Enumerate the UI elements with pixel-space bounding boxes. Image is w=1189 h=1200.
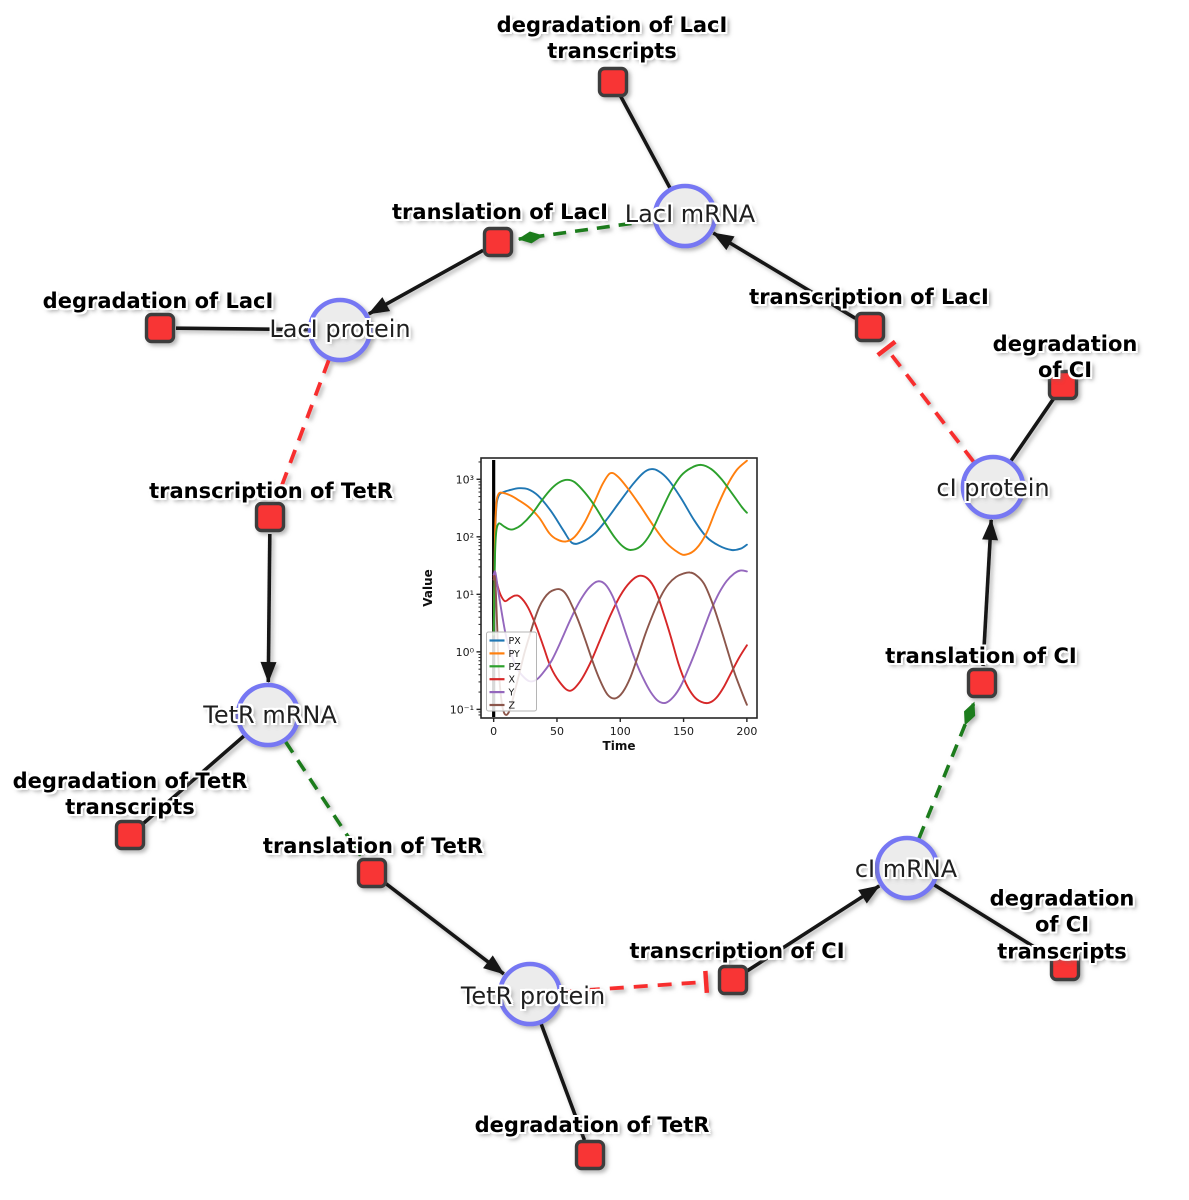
species-node-tetr-protein[interactable] bbox=[497, 961, 563, 1027]
edge-ci-protein-txn-laci[interactable] bbox=[876, 339, 976, 463]
edge-ci-mrna-transl-ci[interactable] bbox=[917, 701, 976, 839]
edge-tetr-protein-deg-tetr[interactable] bbox=[539, 1023, 587, 1141]
edges-layer bbox=[140, 95, 1056, 1141]
edge-transl-tetr-tetr-protein[interactable] bbox=[384, 881, 505, 976]
chart-x-tick-label: 0 bbox=[490, 725, 497, 738]
edge-laci-protein-txn-tetr[interactable] bbox=[268, 359, 331, 498]
edge-txn-ci-ci-mrna[interactable] bbox=[746, 884, 881, 973]
legend-entry-X: X bbox=[509, 675, 516, 686]
reaction-node-deg-ci[interactable] bbox=[1047, 369, 1079, 401]
edge-txn-tetr-tetr-mrna[interactable] bbox=[260, 533, 277, 683]
reaction-node-deg-ci-tx[interactable] bbox=[1049, 950, 1081, 982]
chart-x-tick-label: 150 bbox=[673, 725, 694, 738]
edge-tetr-protein-txn-ci[interactable] bbox=[561, 970, 710, 994]
edge-ci-protein-deg-ci[interactable] bbox=[1009, 397, 1056, 462]
edge-transl-laci-laci-protein[interactable] bbox=[367, 248, 484, 316]
reaction-node-transl-ci[interactable] bbox=[966, 667, 998, 699]
chart-y-tick-label: 10¹ bbox=[456, 588, 474, 601]
diagram-layer bbox=[114, 66, 1081, 1171]
edge-tetr-mrna-deg-tetr-tx[interactable] bbox=[140, 734, 246, 826]
legend-entry-Y: Y bbox=[508, 688, 515, 699]
species-node-laci-mrna[interactable] bbox=[652, 183, 718, 249]
species-node-tetr-mrna[interactable] bbox=[235, 682, 301, 748]
nodes-layer bbox=[114, 66, 1081, 1171]
chart-legend: PX PY PZ XYZ bbox=[486, 631, 537, 712]
legend-entry-PX: PX bbox=[509, 636, 522, 647]
chart-y-tick-label: 10² bbox=[456, 531, 474, 544]
chart-series-PX bbox=[492, 468, 748, 636]
legend-entry-Z: Z bbox=[509, 701, 516, 712]
reaction-node-deg-tetr-tx[interactable] bbox=[114, 819, 146, 851]
chart-x-axis-label: Time bbox=[603, 739, 636, 753]
chart-y-tick-label: 10⁻¹ bbox=[450, 703, 474, 716]
reaction-node-deg-tetr[interactable] bbox=[574, 1139, 606, 1171]
edge-laci-protein-deg-laci[interactable] bbox=[175, 326, 309, 332]
reaction-node-transl-tetr[interactable] bbox=[356, 857, 388, 889]
chart-y-tick-label: 10³ bbox=[456, 473, 474, 486]
chart-x-tick-label: 100 bbox=[610, 725, 631, 738]
inset-chart: 0 50 100 150 20010³10²10¹10⁰10⁻¹TimeValuePXP… bbox=[418, 432, 780, 770]
edge-ci-mrna-deg-ci-tx[interactable] bbox=[933, 883, 1053, 960]
species-node-ci-protein[interactable] bbox=[960, 454, 1026, 520]
chart-x-tick-label: 50 bbox=[550, 725, 564, 738]
chart-y-axis-label: Value bbox=[421, 569, 435, 607]
edge-laci-mrna-transl-laci[interactable] bbox=[517, 218, 654, 244]
reaction-node-deg-laci[interactable] bbox=[144, 312, 176, 344]
chart-series-Z bbox=[492, 571, 748, 716]
species-node-laci-protein[interactable] bbox=[307, 297, 373, 363]
chart-series-X bbox=[492, 570, 748, 705]
edge-laci-mrna-deg-laci-tx[interactable] bbox=[619, 95, 672, 189]
chart-x-tick-label: 200 bbox=[736, 725, 757, 738]
chart-series-PZ bbox=[492, 463, 748, 636]
edge-tetr-mrna-transl-tetr[interactable] bbox=[284, 740, 363, 857]
reaction-node-txn-tetr[interactable] bbox=[254, 501, 286, 533]
chart-series-PY bbox=[492, 459, 748, 636]
legend-entry-PY: PY bbox=[509, 649, 521, 660]
chart-y-tick-label: 10⁰ bbox=[456, 646, 475, 659]
reaction-node-transl-laci[interactable] bbox=[482, 226, 514, 258]
edge-txn-laci-laci-mrna[interactable] bbox=[712, 231, 857, 320]
species-node-ci-mrna[interactable] bbox=[874, 835, 940, 901]
legend-entry-PZ: PZ bbox=[509, 662, 522, 673]
reaction-node-txn-laci[interactable] bbox=[854, 311, 886, 343]
edge-transl-ci-ci-protein[interactable] bbox=[981, 518, 999, 667]
reaction-node-txn-ci[interactable] bbox=[717, 964, 749, 996]
reaction-node-deg-laci-tx[interactable] bbox=[597, 66, 629, 98]
